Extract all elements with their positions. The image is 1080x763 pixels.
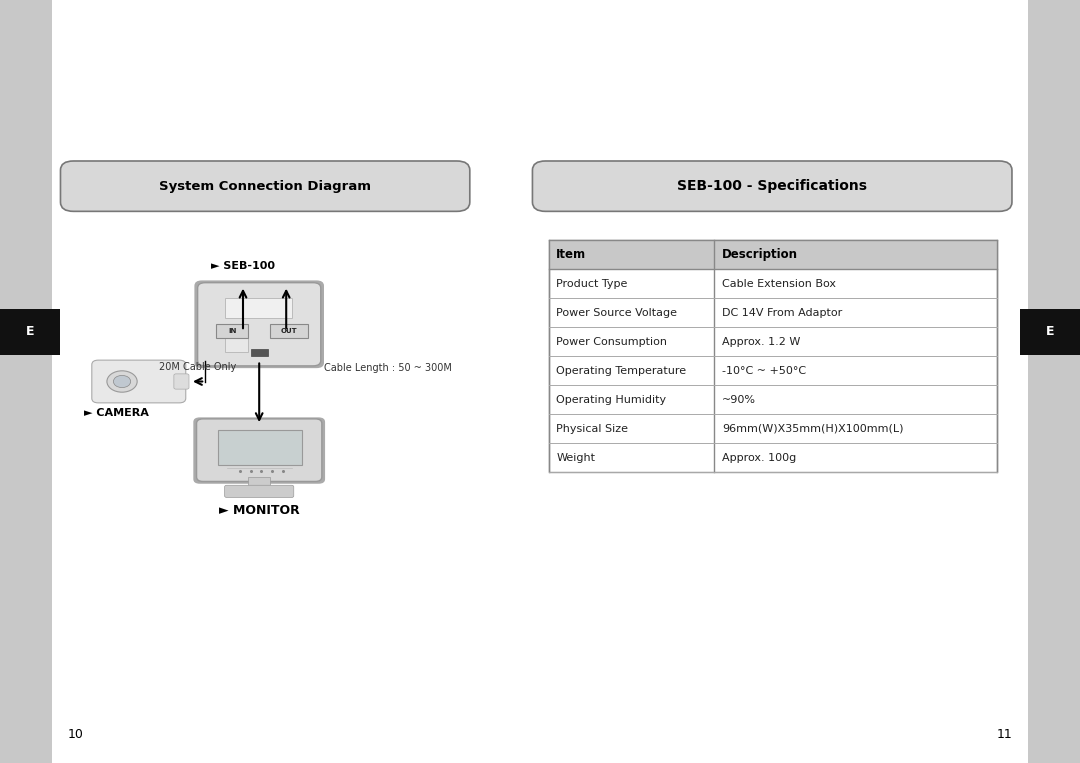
FancyBboxPatch shape — [194, 281, 324, 369]
Text: ► MONITOR: ► MONITOR — [219, 504, 299, 517]
Text: -10°C ~ +50°C: -10°C ~ +50°C — [723, 365, 806, 376]
Text: DC 14V From Adaptor: DC 14V From Adaptor — [723, 307, 842, 318]
FancyBboxPatch shape — [198, 283, 321, 366]
FancyBboxPatch shape — [218, 430, 302, 465]
FancyBboxPatch shape — [1028, 0, 1080, 763]
Text: SEB-100 - Specifications: SEB-100 - Specifications — [677, 179, 867, 193]
Text: 96mm(W)X35mm(H)X100mm(L): 96mm(W)X35mm(H)X100mm(L) — [723, 423, 904, 434]
FancyBboxPatch shape — [549, 240, 997, 472]
Text: Item: Item — [556, 248, 586, 262]
FancyBboxPatch shape — [225, 485, 294, 497]
FancyBboxPatch shape — [60, 161, 470, 211]
Text: Operating Humidity: Operating Humidity — [556, 394, 666, 405]
Text: E: E — [1045, 325, 1054, 339]
Text: Product Type: Product Type — [556, 278, 627, 289]
Text: Power Consumption: Power Consumption — [556, 336, 667, 347]
Text: Power Source Voltage: Power Source Voltage — [556, 307, 677, 318]
Circle shape — [107, 371, 137, 392]
Circle shape — [113, 375, 131, 388]
FancyBboxPatch shape — [52, 0, 1028, 763]
Text: 20M Cable Only: 20M Cable Only — [159, 362, 237, 372]
FancyBboxPatch shape — [1020, 309, 1080, 355]
Text: Description: Description — [723, 248, 798, 262]
FancyBboxPatch shape — [225, 298, 292, 318]
FancyBboxPatch shape — [197, 419, 322, 481]
Text: Weight: Weight — [556, 452, 595, 463]
Text: Approx. 100g: Approx. 100g — [723, 452, 796, 463]
Text: 11: 11 — [997, 727, 1012, 741]
Text: Cable Length : 50 ~ 300M: Cable Length : 50 ~ 300M — [324, 362, 451, 373]
FancyBboxPatch shape — [225, 336, 248, 352]
Text: Physical Size: Physical Size — [556, 423, 629, 434]
FancyBboxPatch shape — [92, 360, 186, 403]
Text: OUT: OUT — [281, 328, 297, 334]
FancyBboxPatch shape — [532, 161, 1012, 211]
Text: System Connection Diagram: System Connection Diagram — [159, 179, 372, 193]
FancyBboxPatch shape — [174, 374, 189, 389]
FancyBboxPatch shape — [549, 240, 997, 269]
Text: ► CAMERA: ► CAMERA — [84, 408, 149, 418]
Text: 10: 10 — [68, 727, 83, 741]
FancyBboxPatch shape — [216, 324, 248, 338]
Text: ► SEB-100: ► SEB-100 — [211, 261, 275, 272]
Text: E: E — [26, 325, 35, 339]
Text: Operating Temperature: Operating Temperature — [556, 365, 686, 376]
FancyBboxPatch shape — [193, 417, 325, 484]
Text: Approx. 1.2 W: Approx. 1.2 W — [723, 336, 800, 347]
Text: IN: IN — [228, 328, 237, 334]
FancyBboxPatch shape — [270, 324, 308, 338]
FancyBboxPatch shape — [0, 309, 60, 355]
Text: Cable Extension Box: Cable Extension Box — [723, 278, 836, 289]
FancyBboxPatch shape — [248, 477, 270, 488]
FancyBboxPatch shape — [0, 0, 52, 763]
Text: ~90%: ~90% — [723, 394, 756, 405]
FancyBboxPatch shape — [251, 349, 268, 356]
